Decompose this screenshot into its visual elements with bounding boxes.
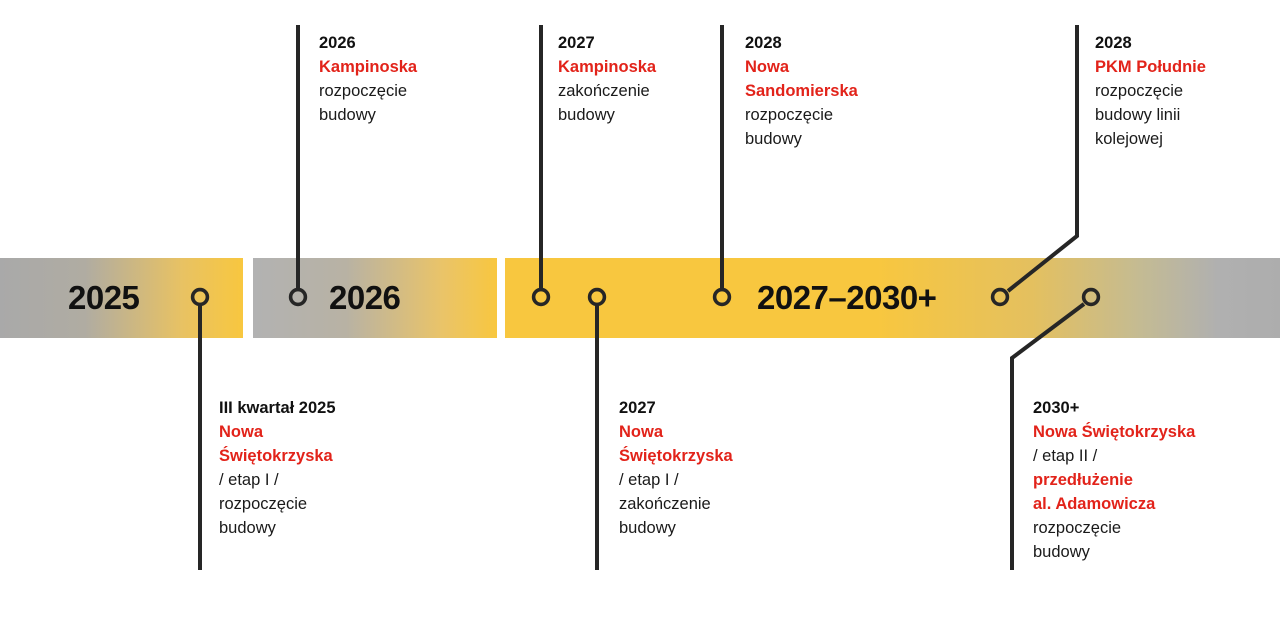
note-stage-label: / etap II / [1033, 447, 1098, 465]
note-desc-line: budowy [619, 519, 676, 537]
note-project-name: Nowa Świętokrzyska [1033, 423, 1196, 441]
note-desc-line: rozpoczęcie [745, 106, 834, 124]
note-pkm-poludnie: 2028 PKM Południe rozpoczęcie budowy lin… [1095, 31, 1206, 151]
note-project-name: Nowa [745, 58, 790, 76]
note-desc-line: budowy [1033, 543, 1090, 561]
note-project-name: Świętokrzyska [619, 447, 733, 465]
note-extension-line: przedłużenie [1033, 471, 1133, 489]
note-sandomierska: 2028 Nowa Sandomierska rozpoczęcie budow… [745, 31, 858, 151]
note-desc-line: / etap I / [619, 471, 679, 489]
note-desc-line: budowy [745, 130, 802, 148]
note-desc-line: budowy [319, 106, 376, 124]
note-project-name: Kampinoska [558, 58, 657, 76]
note-project-name: Sandomierska [745, 82, 858, 100]
note-desc-line: rozpoczęcie [319, 82, 408, 100]
note-year: 2028 [1095, 34, 1132, 52]
note-year: 2027 [558, 34, 595, 52]
note-desc-line: rozpoczęcie [1033, 519, 1122, 537]
timeline-bars: 2025 2026 2027–2030+ [0, 258, 1280, 338]
note-desc-line: kolejowej [1095, 130, 1163, 148]
timeline-bar-2026: 2026 [253, 258, 497, 338]
note-desc-line: budowy [219, 519, 276, 537]
timeline-bar-label-2025: 2025 [68, 279, 140, 316]
note-desc-line: rozpoczęcie [1095, 82, 1184, 100]
timeline-bar-label-2027-2030: 2027–2030+ [757, 279, 937, 316]
timeline-bar-2025: 2025 [0, 258, 243, 338]
note-desc-line: zakończenie [619, 495, 711, 513]
note-year: 2027 [619, 399, 656, 417]
note-kampinoska-start: 2026 Kampinoska rozpoczęcie budowy [319, 31, 417, 127]
note-desc-line: zakończenie [558, 82, 650, 100]
note-desc-line: budowy linii [1095, 106, 1181, 124]
note-year: 2028 [745, 34, 782, 52]
note-desc-line: budowy [558, 106, 615, 124]
connector-pkm [1006, 25, 1079, 293]
note-year: III kwartał 2025 [219, 399, 336, 417]
note-desc-line: / etap I / [219, 471, 279, 489]
timeline-bar-label-2026: 2026 [329, 279, 401, 316]
note-project-name: PKM Południe [1095, 58, 1206, 76]
note-year: 2026 [319, 34, 356, 52]
note-project-name: Świętokrzyska [219, 447, 333, 465]
note-project-name: Nowa [219, 423, 264, 441]
note-project-name: Kampinoska [319, 58, 418, 76]
timeline-bar-2027-2030: 2027–2030+ [505, 258, 1280, 338]
note-desc-line: rozpoczęcie [219, 495, 308, 513]
note-swietokrzyska-etap1-start: III kwartał 2025 Nowa Świętokrzyska / et… [219, 396, 336, 540]
note-year: 2030+ [1033, 399, 1080, 417]
note-swietokrzyska-etap1-end: 2027 Nowa Świętokrzyska / etap I / zakoń… [619, 396, 733, 540]
note-swietokrzyska-etap2: 2030+ Nowa Świętokrzyska / etap II / prz… [1033, 396, 1195, 564]
note-project-name: Nowa [619, 423, 664, 441]
note-extension-line: al. Adamowicza [1033, 495, 1156, 513]
note-kampinoska-end: 2027 Kampinoska zakończenie budowy [558, 31, 656, 127]
